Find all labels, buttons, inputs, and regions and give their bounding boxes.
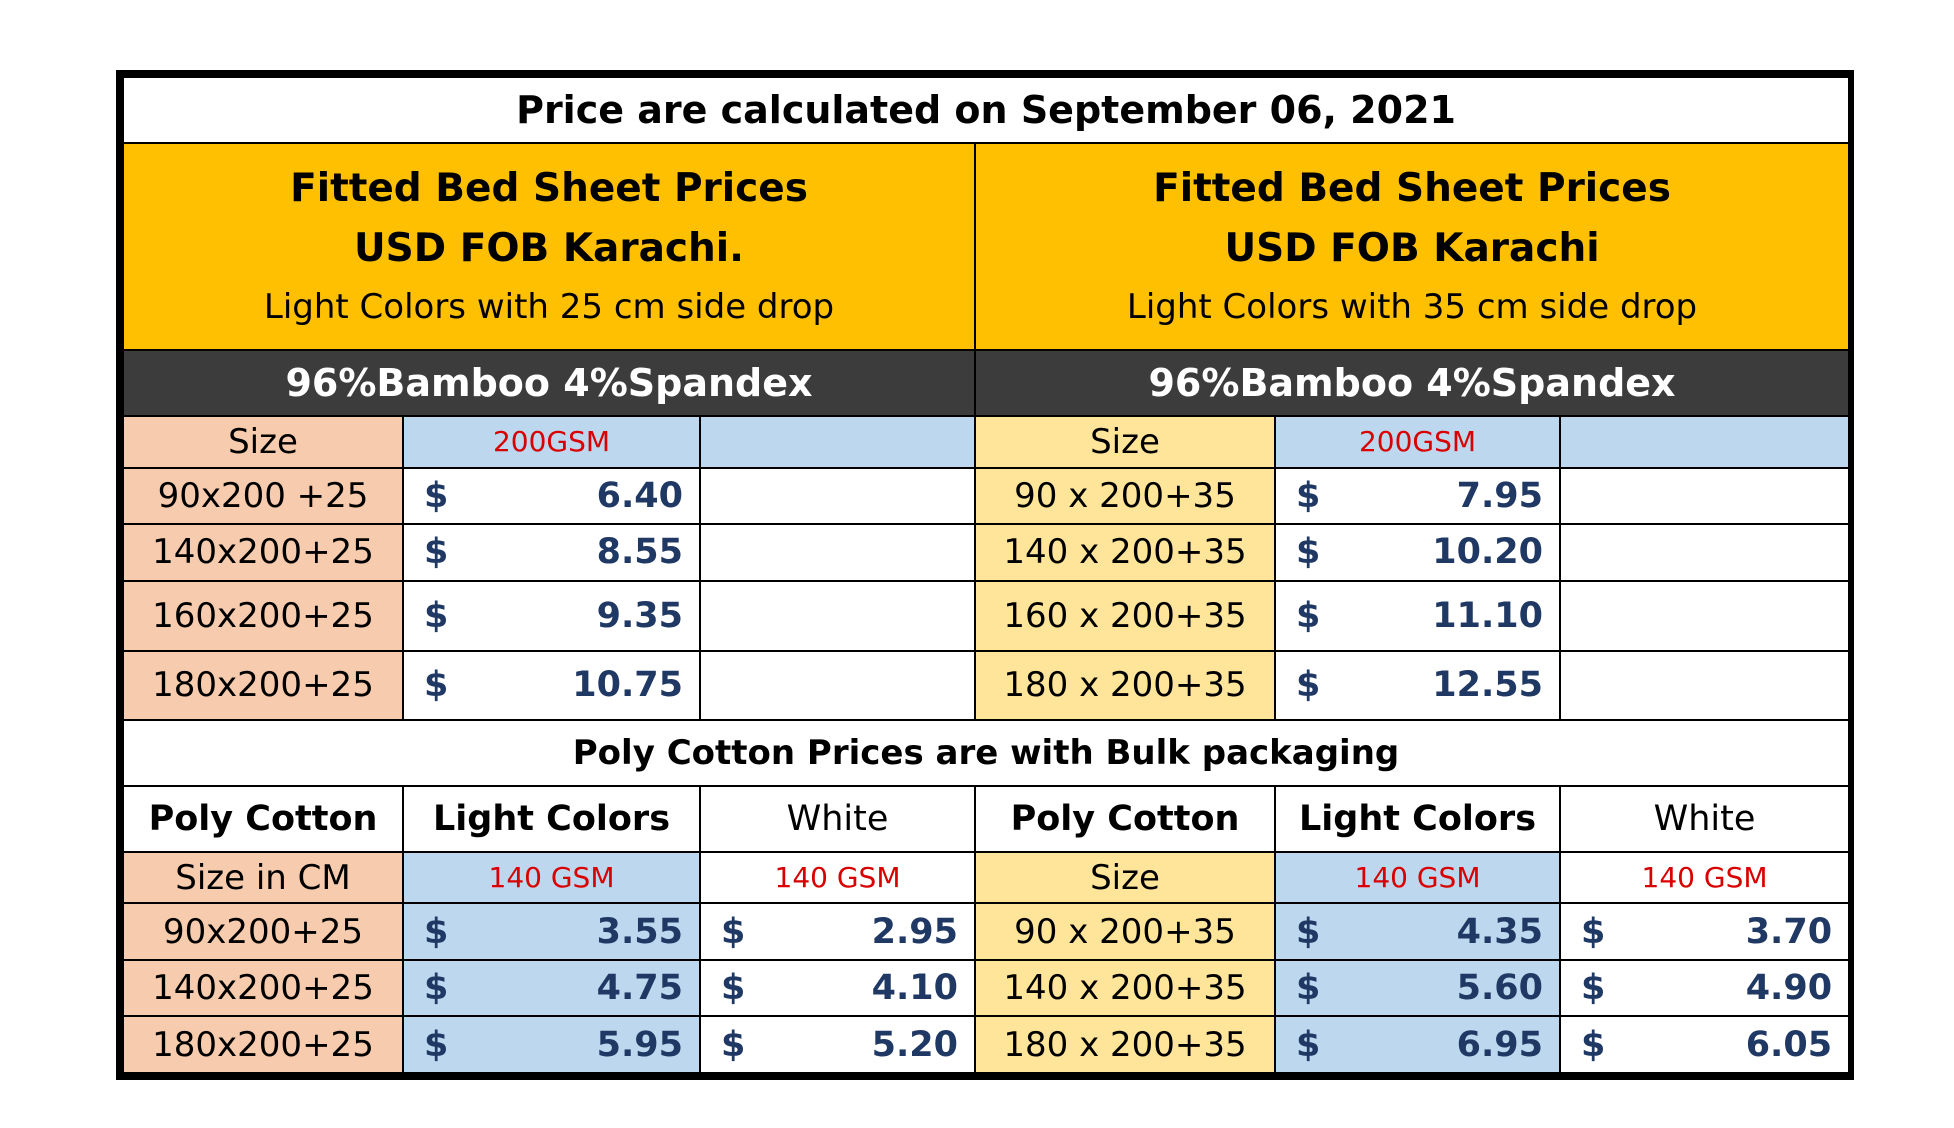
left-price-cell: $6.40 xyxy=(402,466,701,526)
left-poly-gsm-white: 140 GSM xyxy=(699,850,976,905)
right-poly-col2: Light Colors xyxy=(1274,785,1561,853)
right-poly-light-price: $6.95 xyxy=(1274,1015,1561,1074)
right-price-cell: $12.55 xyxy=(1274,649,1561,722)
page-title: Price are calculated on September 06, 20… xyxy=(121,76,1851,144)
right-poly-size: 90 x 200+35 xyxy=(974,902,1276,961)
right-poly-light-price: $4.35 xyxy=(1274,902,1561,961)
price-sheet: Price are calculated on September 06, 20… xyxy=(116,70,1854,1080)
right-header-line3: Light Colors with 35 cm side drop xyxy=(1126,286,1698,327)
left-size-cell: 180x200+25 xyxy=(122,649,404,722)
table-row: 140x200+25 $8.55 140 x 200+35 $10.20 xyxy=(122,523,1851,582)
right-poly-light-price: $5.60 xyxy=(1274,958,1561,1018)
right-poly-gsm-white: 140 GSM xyxy=(1558,850,1851,905)
left-header-line3: Light Colors with 25 cm side drop xyxy=(263,286,835,327)
left-poly-col3: White xyxy=(699,785,976,853)
left-price-cell: $9.35 xyxy=(402,579,701,652)
left-header-line2: USD FOB Karachi. xyxy=(354,225,744,271)
left-poly-size: 180x200+25 xyxy=(122,1015,404,1074)
right-poly-col1: Poly Cotton xyxy=(974,785,1276,853)
left-empty-cell xyxy=(699,523,976,582)
right-size-cell: 160 x 200+35 xyxy=(974,579,1276,652)
poly-section-title: Poly Cotton Prices are with Bulk packagi… xyxy=(121,719,1851,788)
left-poly-light-price: $3.55 xyxy=(402,902,701,961)
right-empty-cell xyxy=(1558,523,1851,582)
table-row: 90x200 +25 $6.40 90 x 200+35 $7.95 xyxy=(122,466,1851,526)
table-row: 140x200+25 $4.75 $4.10 140 x 200+35 $5.6… xyxy=(122,958,1851,1018)
right-poly-size: 140 x 200+35 xyxy=(974,958,1276,1018)
left-poly-size: 140x200+25 xyxy=(122,958,404,1018)
left-poly-white-price: $2.95 xyxy=(699,902,976,961)
left-poly-white-price: $4.10 xyxy=(699,958,976,1018)
left-empty-cell xyxy=(699,466,976,526)
right-price-cell: $10.20 xyxy=(1274,523,1561,582)
left-poly-light-price: $5.95 xyxy=(402,1015,701,1074)
left-material: 96%Bamboo 4%Spandex xyxy=(122,349,976,418)
right-poly-gsm-light: 140 GSM xyxy=(1274,850,1561,905)
right-poly-size-header: Size xyxy=(974,850,1276,905)
left-size-cell: 160x200+25 xyxy=(122,579,404,652)
left-poly-col2: Light Colors xyxy=(402,785,701,853)
left-size-cell: 140x200+25 xyxy=(122,523,404,582)
right-poly-white-price: $4.90 xyxy=(1558,958,1851,1018)
right-poly-size: 180 x 200+35 xyxy=(974,1015,1276,1074)
table-row: 180x200+25 $10.75 180 x 200+35 $12.55 xyxy=(122,649,1851,722)
left-price-cell: $10.75 xyxy=(402,649,701,722)
table-row: 160x200+25 $9.35 160 x 200+35 $11.10 xyxy=(122,579,1851,652)
left-poly-col1: Poly Cotton xyxy=(122,785,404,853)
right-size-cell: 140 x 200+35 xyxy=(974,523,1276,582)
right-size-cell: 90 x 200+35 xyxy=(974,466,1276,526)
right-header-line1: Fitted Bed Sheet Prices xyxy=(1153,165,1671,211)
right-poly-col3: White xyxy=(1558,785,1851,853)
left-empty-header xyxy=(699,415,976,469)
table-row: 180x200+25 $5.95 $5.20 180 x 200+35 $6.9… xyxy=(122,1015,1851,1074)
left-poly-light-price: $4.75 xyxy=(402,958,701,1018)
left-price-cell: $8.55 xyxy=(402,523,701,582)
right-size-cell: 180 x 200+35 xyxy=(974,649,1276,722)
right-gsm-header: 200GSM xyxy=(1274,415,1561,469)
right-price-cell: $7.95 xyxy=(1274,466,1561,526)
right-header-line2: USD FOB Karachi xyxy=(1224,225,1600,271)
left-poly-gsm-light: 140 GSM xyxy=(402,850,701,905)
right-header: Fitted Bed Sheet Prices USD FOB Karachi … xyxy=(973,141,1851,352)
right-price-cell: $11.10 xyxy=(1274,579,1561,652)
right-empty-cell xyxy=(1558,649,1851,722)
left-header: Fitted Bed Sheet Prices USD FOB Karachi.… xyxy=(122,141,976,352)
right-poly-white-price: $3.70 xyxy=(1558,902,1851,961)
right-empty-header xyxy=(1558,415,1851,469)
right-material: 96%Bamboo 4%Spandex xyxy=(973,349,1851,418)
table-row: 90x200+25 $3.55 $2.95 90 x 200+35 $4.35 … xyxy=(122,902,1851,961)
right-empty-cell xyxy=(1558,466,1851,526)
left-header-line1: Fitted Bed Sheet Prices xyxy=(290,165,808,211)
left-size-cell: 90x200 +25 xyxy=(122,466,404,526)
left-empty-cell xyxy=(699,649,976,722)
left-size-header: Size xyxy=(122,415,404,469)
left-poly-white-price: $5.20 xyxy=(699,1015,976,1074)
left-empty-cell xyxy=(699,579,976,652)
left-gsm-header: 200GSM xyxy=(402,415,701,469)
right-poly-white-price: $6.05 xyxy=(1558,1015,1851,1074)
right-empty-cell xyxy=(1558,579,1851,652)
left-poly-size-header: Size in CM xyxy=(122,850,404,905)
right-size-header: Size xyxy=(974,415,1276,469)
left-poly-size: 90x200+25 xyxy=(122,902,404,961)
price-table: Price are calculated on September 06, 20… xyxy=(121,76,1851,1074)
